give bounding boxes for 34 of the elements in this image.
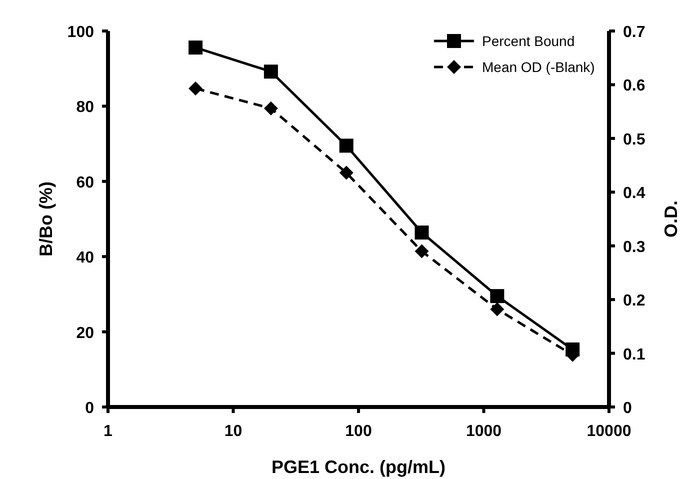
y2-tick-label: 0.3 <box>623 238 646 256</box>
y-tick-label: 20 <box>76 324 94 342</box>
y2-tick-label: 0.1 <box>623 346 646 364</box>
x-tick-label: 1 <box>104 423 113 440</box>
point <box>490 302 504 316</box>
y-axis-title: B/Bo (%) <box>36 182 56 256</box>
legend-label: Mean OD (-Blank) <box>482 59 595 75</box>
x-tick-label: 100 <box>345 423 372 440</box>
y-tick-label: 0 <box>85 400 94 417</box>
y-tick-label: 40 <box>76 250 94 267</box>
y2-tick-label: 0.7 <box>623 24 646 41</box>
y2-tick-label: 0.6 <box>623 78 646 95</box>
point <box>188 40 203 55</box>
y-tick-label: 80 <box>76 99 94 116</box>
point <box>339 166 354 180</box>
y2-tick-label: 0.5 <box>623 131 646 148</box>
y-tick-label: 100 <box>67 24 94 41</box>
x-tick-label: 1000 <box>466 423 502 440</box>
y2-tick-label: 0 <box>623 400 632 417</box>
point <box>414 244 429 258</box>
x-axis-title: PGE1 Conc. (pg/mL) <box>271 457 446 477</box>
point <box>490 289 504 304</box>
point <box>264 64 278 79</box>
point <box>339 138 354 153</box>
point <box>414 226 429 240</box>
y2-axis-title: O.D. <box>661 200 681 238</box>
point <box>188 81 203 96</box>
point <box>264 101 278 116</box>
y2-tick-label: 0.4 <box>623 185 646 202</box>
x-tick-label: 10000 <box>586 423 632 440</box>
x-tick-label: 10 <box>224 423 242 440</box>
legend-label: Percent Bound <box>482 33 575 49</box>
y-tick-label: 60 <box>76 174 94 192</box>
y2-tick-label: 0.2 <box>623 292 646 310</box>
